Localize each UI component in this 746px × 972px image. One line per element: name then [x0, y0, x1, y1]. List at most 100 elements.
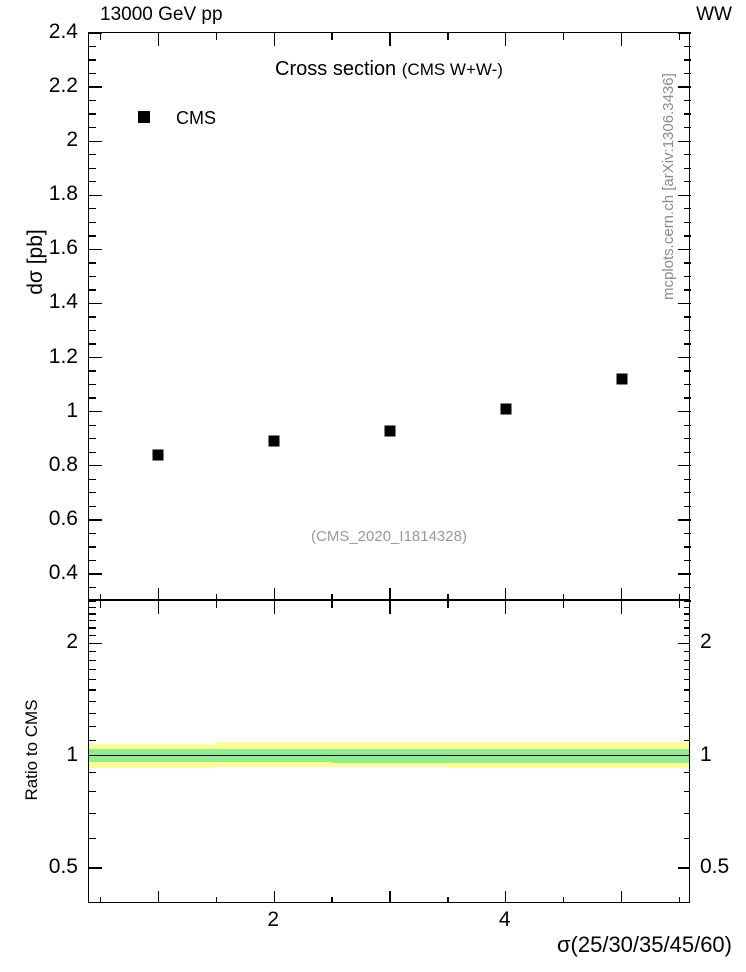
y-tick-label: 1.6	[48, 236, 78, 260]
y-tick-major	[89, 343, 96, 345]
ratio-y-tick	[89, 812, 96, 815]
y-tick-major-right	[684, 370, 691, 372]
x-tick-top	[99, 33, 102, 40]
y-tick-major-right	[684, 532, 691, 535]
y-tick-major	[89, 316, 96, 318]
x-tick-bottom	[157, 588, 160, 601]
ratio-y-tick	[89, 791, 96, 793]
ratio-y-tick-right	[684, 669, 689, 671]
y-tick-major-right	[684, 113, 691, 115]
ratio-x-tick-top	[157, 601, 160, 614]
ratio-y-tick	[89, 601, 96, 602]
y-tick-major	[89, 492, 96, 494]
ratio-y-tick-right	[684, 620, 689, 622]
data-marker	[384, 425, 396, 437]
legend-marker-cms	[138, 111, 150, 123]
ratio-x-tick-top	[505, 601, 507, 614]
x-tick-top	[157, 33, 160, 46]
x-tick-label: 2	[267, 908, 280, 931]
y-tick-label: 2.4	[48, 20, 78, 43]
x-tick-top	[447, 33, 449, 40]
y-tick-label: 0.6	[48, 506, 78, 530]
y-tick-label: 1.2	[48, 344, 78, 368]
y-tick-major-right	[678, 411, 691, 413]
ratio-x-tick-bottom	[447, 897, 449, 902]
y-tick-label: 0.8	[48, 452, 78, 476]
plot-title: Cross section (CMS W+W-)	[88, 58, 690, 81]
ratio-y-tick	[89, 659, 96, 662]
y-tick-major-right	[678, 140, 691, 142]
y-tick-major	[89, 478, 96, 480]
ratio-y-tick-right	[684, 601, 689, 602]
ratio-x-tick-top	[331, 601, 333, 608]
ratio-y-tick	[89, 712, 96, 714]
y-tick-label: 2.2	[48, 74, 78, 98]
x-tick-bottom	[447, 594, 449, 601]
y-tick-major	[89, 140, 102, 142]
y-tick-major	[89, 397, 96, 399]
ratio-y-tick-label: 0.5	[48, 854, 78, 878]
y-tick-major	[89, 59, 96, 61]
ratio-x-tick-bottom	[331, 897, 333, 902]
y-tick-major-right	[684, 424, 691, 426]
y-tick-major	[89, 221, 96, 223]
y-tick-major	[89, 370, 96, 372]
ratio-x-tick-top	[678, 601, 681, 608]
y-tick-major-right	[684, 289, 691, 291]
y-tick-major-right	[684, 492, 691, 494]
ratio-plot-panel	[88, 600, 690, 903]
y-tick-major-right	[684, 275, 691, 278]
y-tick-major	[89, 167, 96, 169]
ratio-x-tick-top	[563, 601, 565, 608]
y-tick-major	[89, 356, 102, 359]
y-tick-major-right	[678, 465, 691, 467]
beam-energy-label: 13000 GeV pp	[100, 4, 223, 25]
y-tick-major	[89, 586, 96, 589]
ratio-y-tick	[89, 651, 96, 653]
y-tick-major	[89, 559, 96, 562]
ratio-y-tick-right	[684, 725, 689, 727]
ratio-y-tick-right	[684, 812, 689, 815]
y-tick-major	[89, 438, 96, 440]
ratio-y-tick-right	[684, 700, 689, 702]
y-tick-major	[89, 194, 102, 196]
x-tick-top	[331, 33, 333, 40]
ratio-x-tick-bottom	[157, 891, 160, 902]
y-tick-major-right	[684, 262, 691, 264]
ratio-reference-line	[89, 754, 689, 757]
y-tick-major	[89, 302, 102, 305]
y-tick-major-right	[684, 59, 691, 61]
y-tick-label: 0.4	[48, 560, 78, 584]
y-tick-major	[89, 181, 96, 183]
ratio-y-tick-right	[684, 613, 689, 615]
ratio-y-tick	[89, 634, 96, 637]
y-tick-major	[89, 208, 96, 210]
plot-title-main: Cross section	[275, 58, 397, 80]
y-tick-major	[89, 505, 96, 507]
ratio-y-tick-right	[684, 627, 689, 629]
x-tick-top	[215, 33, 217, 40]
y-tick-major-right	[678, 302, 691, 305]
ratio-x-tick-bottom	[563, 897, 565, 902]
y-tick-major-right	[684, 235, 691, 237]
y-tick-major-right	[684, 72, 691, 75]
ratio-y-tick	[89, 678, 96, 681]
y-tick-major	[89, 546, 96, 548]
x-tick-top	[563, 33, 565, 40]
ratio-y-tick	[89, 837, 96, 839]
y-tick-major	[89, 113, 96, 115]
ratio-y-tick-right	[684, 634, 689, 637]
ratio-y-tick-right	[684, 739, 689, 741]
x-axis-title: σ(25/30/35/45/60)	[556, 932, 732, 957]
ratio-y-tick-right	[678, 642, 689, 645]
y-tick-major-right	[684, 329, 691, 332]
y-tick-label: 1	[66, 398, 78, 422]
x-tick-bottom	[678, 594, 681, 601]
y-tick-major-right	[678, 573, 691, 575]
ratio-y-tick	[89, 606, 96, 608]
y-tick-major-right	[678, 194, 691, 196]
y-tick-major	[89, 573, 102, 575]
y-tick-label: 1.8	[48, 182, 78, 206]
x-tick-top	[389, 33, 391, 46]
y-tick-major	[89, 451, 96, 453]
